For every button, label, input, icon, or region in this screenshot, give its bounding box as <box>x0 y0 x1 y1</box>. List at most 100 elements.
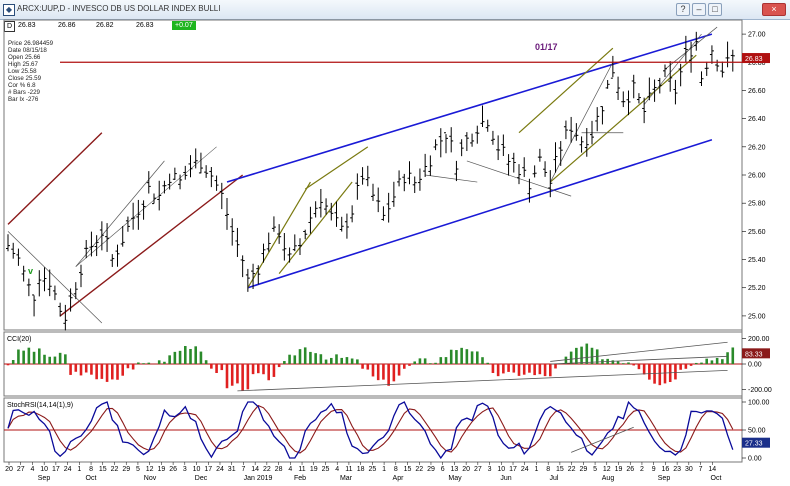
price-bar <box>178 174 183 190</box>
x-day-label: 29 <box>122 466 130 473</box>
info-row: Close 25.59 <box>8 75 42 82</box>
x-month-label: Dec <box>195 475 208 482</box>
price-bar <box>428 155 433 176</box>
cci-trendline <box>550 341 728 362</box>
price-bar <box>261 243 266 263</box>
x-day-label: 4 <box>335 466 339 473</box>
price-bar <box>235 227 240 257</box>
thin-line <box>643 33 702 105</box>
channel-upper <box>226 33 713 183</box>
price-bar <box>621 91 626 108</box>
x-day-label: 22 <box>568 466 576 473</box>
channel-lower <box>247 139 713 289</box>
price-bar <box>89 231 94 257</box>
close-price: 26.83 <box>136 22 154 29</box>
x-day-label: 10 <box>497 466 505 473</box>
change-badge: +0.07 <box>172 21 196 30</box>
price-bar <box>16 248 21 266</box>
price-bar <box>313 201 318 218</box>
price-bar <box>6 234 10 252</box>
price-bar <box>32 294 37 317</box>
price-bar <box>308 206 313 234</box>
price-bar <box>433 139 438 151</box>
x-month-label: Jul <box>550 475 559 482</box>
x-day-label: 30 <box>685 466 693 473</box>
x-month-label: Jan 2019 <box>244 475 273 482</box>
price-bar <box>470 133 475 147</box>
price-bar <box>344 213 349 239</box>
price-bar <box>673 79 678 105</box>
price-bar <box>303 229 308 240</box>
price-tick-label: 26.00 <box>748 173 766 180</box>
price-bar <box>558 141 563 166</box>
x-day-label: 27 <box>17 466 25 473</box>
info-row: Cor % 6.8 <box>8 82 36 89</box>
price-bar <box>251 263 256 290</box>
price-bar <box>506 154 511 176</box>
price-bar <box>532 165 537 178</box>
price-bar <box>371 183 375 201</box>
x-day-label: 19 <box>310 466 318 473</box>
x-day-label: 4 <box>288 466 292 473</box>
x-day-label: 27 <box>474 466 482 473</box>
price-bar <box>115 244 120 267</box>
minimize-button[interactable]: – <box>692 3 706 16</box>
x-day-label: 12 <box>603 466 611 473</box>
cci-tick-label: 0.00 <box>748 362 762 369</box>
price-bar <box>292 234 297 252</box>
x-day-label: 3 <box>183 466 187 473</box>
x-month-label: Feb <box>294 475 306 482</box>
price-bar <box>183 165 188 180</box>
price-bar <box>459 139 464 157</box>
stochrsi-tick-label: 0.00 <box>748 456 762 463</box>
price-bar <box>204 165 209 178</box>
x-day-label: 16 <box>661 466 669 473</box>
x-day-label: 10 <box>40 466 48 473</box>
maximize-button[interactable]: □ <box>708 3 722 16</box>
x-month-label: May <box>448 475 462 482</box>
price-bar <box>449 127 454 153</box>
price-last-badge <box>742 53 770 64</box>
price-bar <box>438 128 443 158</box>
price-bar <box>657 77 662 94</box>
price-bar <box>136 199 141 230</box>
x-day-label: 1 <box>535 466 539 473</box>
price-bar <box>230 218 235 246</box>
price-bar <box>52 285 57 301</box>
x-month-label: Mar <box>340 475 353 482</box>
price-bar <box>668 61 673 92</box>
price-bar <box>709 45 714 64</box>
price-bar <box>527 178 532 203</box>
thin-line <box>75 160 165 267</box>
price-bar <box>563 120 568 140</box>
price-bar <box>454 160 459 182</box>
cci-last-badge <box>742 348 770 359</box>
price-bar <box>381 206 386 221</box>
app-icon: ◆ <box>3 4 15 16</box>
help-button[interactable]: ? <box>676 3 690 16</box>
x-day-label: 24 <box>64 466 72 473</box>
x-month-label: Sep <box>658 475 671 482</box>
price-bar <box>152 193 156 205</box>
price-bar <box>537 148 542 162</box>
price-bar <box>543 161 548 177</box>
price-bar <box>256 265 261 285</box>
price-bar <box>209 167 214 188</box>
price-bar <box>355 173 360 200</box>
stochrsi-last-label: 27.33 <box>745 441 763 448</box>
x-day-label: 18 <box>357 466 365 473</box>
price-bar <box>282 233 287 261</box>
price-bar <box>475 125 480 144</box>
low-price: 26.82 <box>96 22 114 29</box>
price-bar <box>417 168 422 191</box>
price-bar <box>84 239 89 259</box>
price-bar <box>162 180 167 194</box>
close-button[interactable]: × <box>762 3 786 16</box>
period-box[interactable]: D <box>4 21 16 32</box>
x-day-label: 5 <box>593 466 597 473</box>
info-row: Open 25.66 <box>8 54 41 61</box>
x-day-label: 8 <box>89 466 93 473</box>
price-last-label: 26.83 <box>745 56 763 63</box>
